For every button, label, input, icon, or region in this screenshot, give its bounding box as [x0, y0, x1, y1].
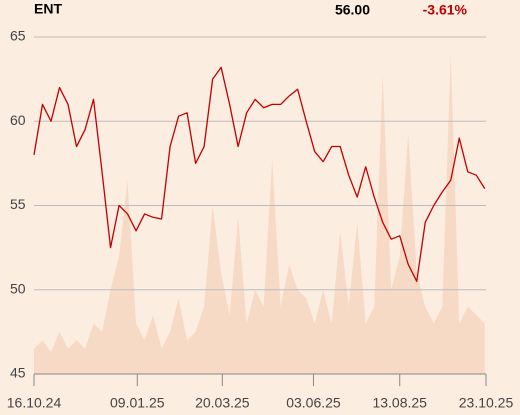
last-price: 56.00	[335, 2, 370, 18]
x-tick-label: 23.10.25	[459, 395, 514, 411]
y-tick-label: 60	[10, 112, 26, 128]
y-tick-label: 45	[10, 365, 26, 381]
price-line	[33, 66, 486, 282]
x-tick-label: 13.08.25	[372, 395, 427, 411]
x-tick-label: 03.06.25	[286, 395, 341, 411]
y-tick-label: 55	[10, 196, 26, 212]
x-tick-label: 20.03.25	[195, 395, 250, 411]
y-tick-label: 50	[10, 280, 26, 296]
change: -3.61%	[423, 2, 468, 18]
x-tick-label: 16.10.24	[7, 395, 62, 411]
volume-area	[34, 53, 485, 374]
y-tick-label: 65	[10, 28, 26, 44]
ticker: ENT	[34, 1, 62, 17]
x-tick-label: 09.01.25	[110, 395, 165, 411]
